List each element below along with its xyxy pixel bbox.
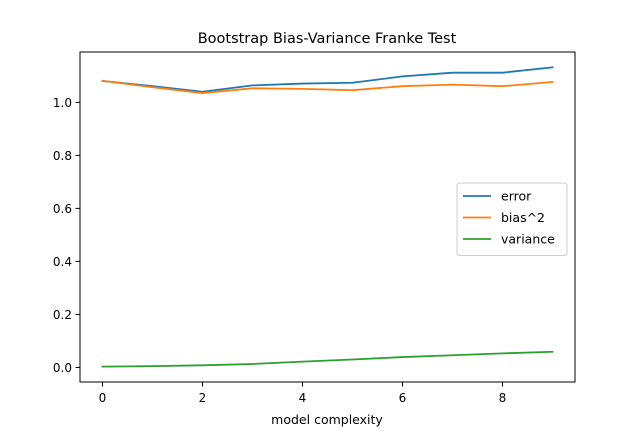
series-line-variance [101, 350, 554, 368]
x-tick-label: 2 [199, 391, 207, 405]
chart-title: Bootstrap Bias-Variance Franke Test [198, 31, 457, 47]
x-tick-label: 4 [299, 391, 307, 405]
legend: error bias^2 variance [456, 182, 568, 256]
y-tick-label: 0.4 [53, 255, 72, 269]
x-tick-label: 8 [499, 391, 507, 405]
y-tick-label: 0.2 [53, 308, 72, 322]
x-tick-label: 6 [399, 391, 407, 405]
legend-label: bias^2 [501, 210, 545, 225]
legend-box [456, 182, 568, 256]
x-axis-label: model complexity [271, 412, 383, 427]
axes-frame [79, 51, 576, 383]
x-tick-label: 0 [99, 391, 107, 405]
series-line-error [101, 66, 554, 93]
legend-label: variance [501, 232, 555, 247]
plot-area [101, 66, 554, 368]
series-line-bias-2 [101, 79, 554, 94]
y-tick-label: 0.6 [53, 202, 72, 216]
y-tick-label: 0.0 [53, 361, 72, 375]
y-tick-label: 1.0 [53, 96, 72, 110]
axes: 0 2 4 6 8 0.0 0.2 0.4 0.6 0.8 1.0 [53, 51, 576, 405]
y-tick-label: 0.8 [53, 149, 72, 163]
legend-label: error [501, 189, 532, 204]
